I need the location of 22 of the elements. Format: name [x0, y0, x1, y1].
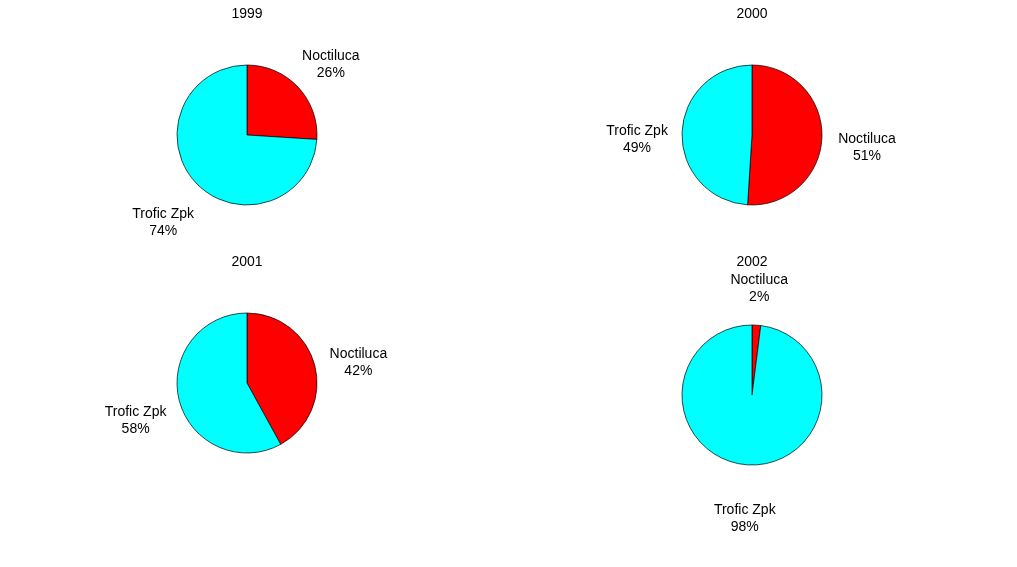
slice-label: Noctiluca: [730, 271, 789, 288]
chart-title: 1999: [231, 5, 263, 21]
chart-title: 2001: [231, 253, 263, 269]
data-label: 51%: [852, 146, 881, 163]
chart-title: 2002: [736, 253, 768, 270]
data-label: 26%: [316, 64, 345, 81]
pie-slice: [176, 64, 318, 206]
slice-label: Trofic Zpk: [606, 122, 669, 139]
data-label: 98%: [730, 517, 759, 534]
chart-title: 2000: [736, 5, 768, 21]
slice-label: Noctiluca: [302, 47, 360, 64]
data-label: 2%: [749, 288, 770, 305]
data-label: 74%: [149, 221, 178, 238]
pie-slice: [681, 324, 823, 466]
data-label: 42%: [344, 362, 373, 379]
slice-label: Trofic Zpk: [713, 500, 777, 517]
slice-label: Trofic Zpk: [104, 402, 168, 419]
slice-label: Trofic Zpk: [132, 204, 196, 221]
data-label: 58%: [121, 419, 150, 436]
slice-label: Noctiluca: [329, 345, 388, 362]
data-label: 49%: [623, 139, 652, 156]
slice-label: Noctiluca: [838, 129, 896, 146]
